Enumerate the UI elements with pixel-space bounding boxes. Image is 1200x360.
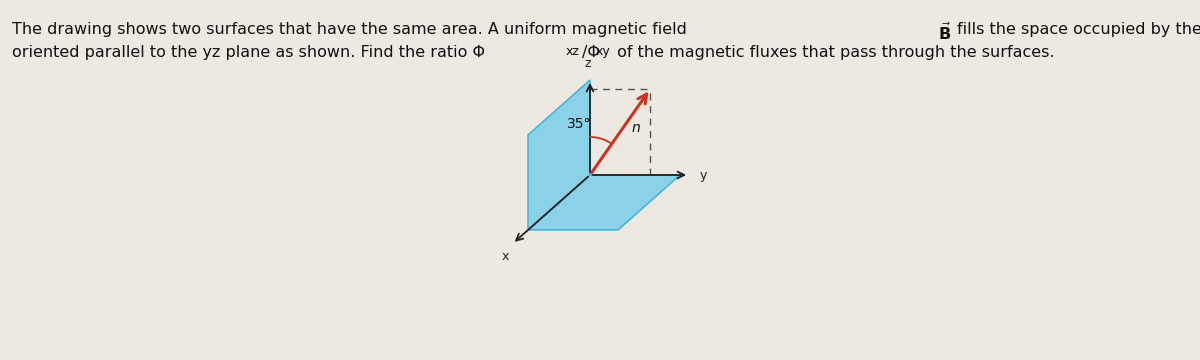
Text: y: y [700, 168, 707, 181]
Text: 35°: 35° [566, 117, 592, 131]
Text: xy: xy [596, 45, 611, 58]
Text: of the magnetic fluxes that pass through the surfaces.: of the magnetic fluxes that pass through… [612, 45, 1055, 60]
Text: /Φ: /Φ [582, 45, 600, 60]
Text: x: x [502, 251, 509, 264]
Text: The drawing shows two surfaces that have the same area. A uniform magnetic field: The drawing shows two surfaces that have… [12, 22, 686, 37]
Polygon shape [528, 80, 590, 230]
Text: $\mathit{n}$: $\mathit{n}$ [631, 121, 641, 135]
Text: z: z [584, 57, 592, 70]
Polygon shape [528, 175, 680, 230]
Text: fills the space occupied by these surfaces and is: fills the space occupied by these surfac… [958, 22, 1200, 37]
Text: xz: xz [566, 45, 580, 58]
Text: $\vec{\mathbf{B}}$: $\vec{\mathbf{B}}$ [938, 22, 952, 43]
Text: oriented parallel to the yz plane as shown. Find the ratio Φ: oriented parallel to the yz plane as sho… [12, 45, 485, 60]
